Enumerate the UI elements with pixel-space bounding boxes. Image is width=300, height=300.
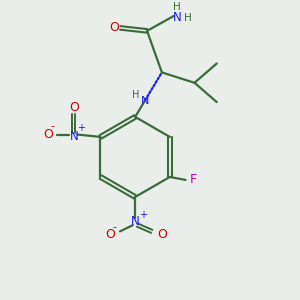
Text: N: N <box>131 215 140 228</box>
Text: N: N <box>69 130 78 142</box>
Text: -: - <box>50 122 54 131</box>
Text: +: + <box>139 210 147 220</box>
Text: O: O <box>157 228 167 242</box>
Text: O: O <box>109 21 119 34</box>
Text: +: + <box>77 123 85 133</box>
Text: N: N <box>173 11 182 24</box>
Text: O: O <box>105 228 115 242</box>
Text: H: H <box>132 90 140 100</box>
Text: H: H <box>173 2 181 11</box>
Text: -: - <box>113 222 117 232</box>
Text: O: O <box>69 101 79 114</box>
Text: H: H <box>184 13 192 22</box>
Text: O: O <box>43 128 52 141</box>
Text: N: N <box>141 97 149 106</box>
Text: F: F <box>190 173 197 186</box>
